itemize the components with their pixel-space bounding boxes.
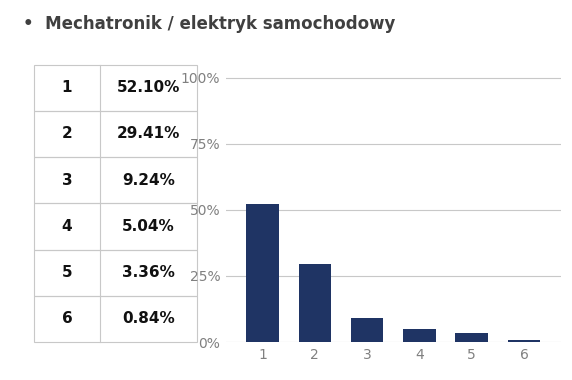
Bar: [508, 340, 540, 342]
Text: 0.84%: 0.84%: [122, 311, 175, 326]
Bar: [34, 250, 197, 296]
Text: 9.24%: 9.24%: [122, 173, 175, 188]
Text: 1: 1: [62, 80, 72, 95]
Text: 52.10%: 52.10%: [117, 80, 180, 95]
Bar: [34, 157, 197, 203]
Bar: [455, 333, 488, 342]
Text: 2: 2: [62, 127, 72, 141]
Text: 3.36%: 3.36%: [122, 265, 175, 280]
Bar: [299, 264, 331, 342]
Bar: [34, 65, 197, 111]
Bar: [34, 296, 197, 342]
Text: 29.41%: 29.41%: [117, 127, 180, 141]
Text: 5: 5: [62, 265, 72, 280]
Bar: [351, 318, 383, 342]
Text: 6: 6: [62, 311, 72, 326]
Text: 3: 3: [62, 173, 72, 188]
Bar: [247, 204, 279, 342]
Text: •  Mechatronik / elektryk samochodowy: • Mechatronik / elektryk samochodowy: [23, 15, 395, 33]
Bar: [34, 111, 197, 157]
Text: 5.04%: 5.04%: [122, 219, 175, 234]
Text: 4: 4: [62, 219, 72, 234]
Bar: [403, 329, 436, 342]
Bar: [34, 203, 197, 250]
